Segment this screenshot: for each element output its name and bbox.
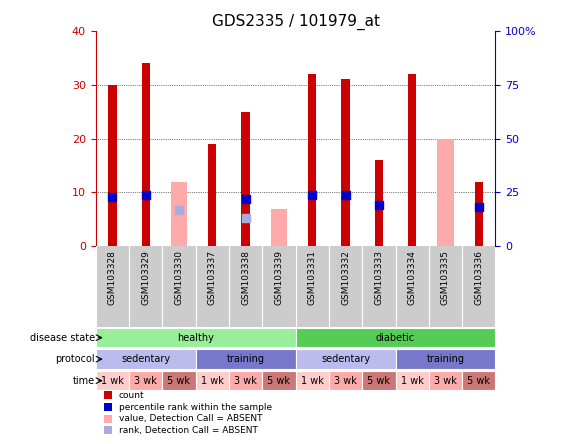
Bar <box>162 371 196 390</box>
Text: 1 wk: 1 wk <box>201 376 224 386</box>
Text: GSM103333: GSM103333 <box>374 250 383 305</box>
Bar <box>462 371 495 390</box>
Text: time: time <box>73 376 95 386</box>
Bar <box>208 144 216 246</box>
Text: healthy: healthy <box>177 333 214 343</box>
Text: 5 wk: 5 wk <box>267 376 291 386</box>
Text: 5 wk: 5 wk <box>367 376 390 386</box>
Text: protocol: protocol <box>55 354 95 364</box>
Text: 3 wk: 3 wk <box>434 376 457 386</box>
Text: count: count <box>119 391 145 400</box>
Bar <box>108 85 117 246</box>
Bar <box>171 182 187 246</box>
Bar <box>362 371 396 390</box>
Point <box>241 195 250 202</box>
Bar <box>408 74 416 246</box>
Text: 5 wk: 5 wk <box>467 376 490 386</box>
Bar <box>341 79 350 246</box>
Bar <box>141 63 150 246</box>
Text: GSM103337: GSM103337 <box>208 250 217 305</box>
Bar <box>296 349 396 369</box>
Text: rank, Detection Call = ABSENT: rank, Detection Call = ABSENT <box>119 426 258 435</box>
Text: 3 wk: 3 wk <box>134 376 157 386</box>
Bar <box>229 371 262 390</box>
Bar <box>375 160 383 246</box>
Bar <box>296 371 329 390</box>
Bar <box>96 349 196 369</box>
Bar <box>308 74 316 246</box>
Bar <box>262 371 296 390</box>
Text: GSM103335: GSM103335 <box>441 250 450 305</box>
Point <box>241 215 250 222</box>
Bar <box>396 371 429 390</box>
Bar <box>104 403 113 411</box>
Bar <box>429 371 462 390</box>
Bar <box>296 328 495 347</box>
Bar <box>329 371 362 390</box>
Point <box>308 191 317 198</box>
Text: GSM103334: GSM103334 <box>408 250 417 305</box>
Bar <box>271 209 287 246</box>
Text: 5 wk: 5 wk <box>167 376 190 386</box>
Text: GSM103330: GSM103330 <box>175 250 184 305</box>
Bar <box>475 182 483 246</box>
Text: sedentary: sedentary <box>321 354 370 364</box>
Bar <box>437 139 454 246</box>
Text: value, Detection Call = ABSENT: value, Detection Call = ABSENT <box>119 414 262 424</box>
Bar <box>96 371 129 390</box>
Title: GDS2335 / 101979_at: GDS2335 / 101979_at <box>212 13 379 30</box>
Bar <box>129 371 162 390</box>
Bar <box>104 392 113 399</box>
Text: GSM103332: GSM103332 <box>341 250 350 305</box>
Text: sedentary: sedentary <box>121 354 170 364</box>
Point <box>474 204 483 211</box>
Bar <box>196 371 229 390</box>
Bar <box>196 349 296 369</box>
Bar <box>104 415 113 423</box>
Text: GSM103328: GSM103328 <box>108 250 117 305</box>
Text: diabetic: diabetic <box>376 333 415 343</box>
Text: percentile rank within the sample: percentile rank within the sample <box>119 403 272 412</box>
Text: 1 wk: 1 wk <box>101 376 124 386</box>
Text: disease state: disease state <box>30 333 95 343</box>
Text: GSM103338: GSM103338 <box>241 250 250 305</box>
Text: GSM103329: GSM103329 <box>141 250 150 305</box>
Point <box>108 193 117 200</box>
Text: 1 wk: 1 wk <box>301 376 324 386</box>
Point <box>175 206 184 213</box>
Text: 3 wk: 3 wk <box>334 376 357 386</box>
Bar <box>96 328 296 347</box>
Text: GSM103336: GSM103336 <box>474 250 483 305</box>
Point <box>141 191 150 198</box>
Text: training: training <box>227 354 265 364</box>
Text: GSM103339: GSM103339 <box>274 250 283 305</box>
Point <box>341 191 350 198</box>
Text: training: training <box>427 354 464 364</box>
Bar <box>242 112 250 246</box>
Text: 1 wk: 1 wk <box>401 376 423 386</box>
Text: GSM103331: GSM103331 <box>308 250 317 305</box>
Bar <box>104 426 113 434</box>
Text: 3 wk: 3 wk <box>234 376 257 386</box>
Point <box>374 202 383 209</box>
Bar <box>396 349 495 369</box>
